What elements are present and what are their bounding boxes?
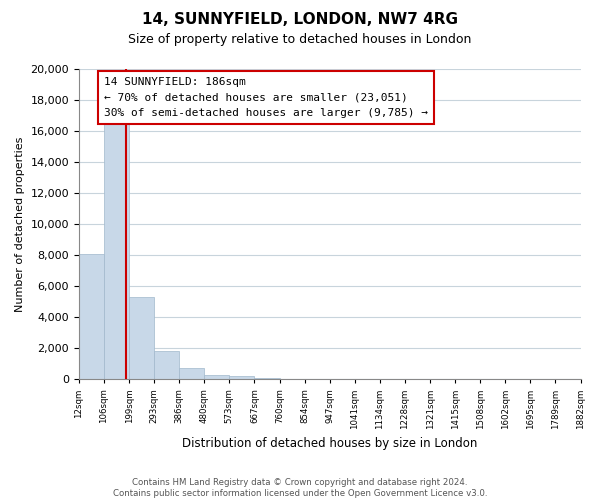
Text: Contains HM Land Registry data © Crown copyright and database right 2024.
Contai: Contains HM Land Registry data © Crown c… [113, 478, 487, 498]
Bar [254, 378, 280, 380]
Bar [229, 376, 254, 380]
Bar [104, 124, 129, 380]
X-axis label: Distribution of detached houses by size in London: Distribution of detached houses by size … [182, 437, 478, 450]
Text: 14 SUNNYFIELD: 186sqm
← 70% of detached houses are smaller (23,051)
30% of semi-: 14 SUNNYFIELD: 186sqm ← 70% of detached … [104, 77, 428, 118]
Bar [205, 374, 229, 380]
Text: 14, SUNNYFIELD, LONDON, NW7 4RG: 14, SUNNYFIELD, LONDON, NW7 4RG [142, 12, 458, 28]
Bar [154, 352, 179, 380]
Bar [179, 368, 205, 380]
Text: Size of property relative to detached houses in London: Size of property relative to detached ho… [128, 32, 472, 46]
Bar [79, 254, 104, 380]
Bar [129, 297, 154, 380]
Y-axis label: Number of detached properties: Number of detached properties [15, 136, 25, 312]
